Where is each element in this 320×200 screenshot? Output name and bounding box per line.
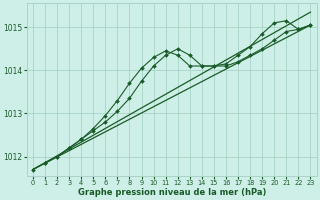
X-axis label: Graphe pression niveau de la mer (hPa): Graphe pression niveau de la mer (hPa) (77, 188, 266, 197)
